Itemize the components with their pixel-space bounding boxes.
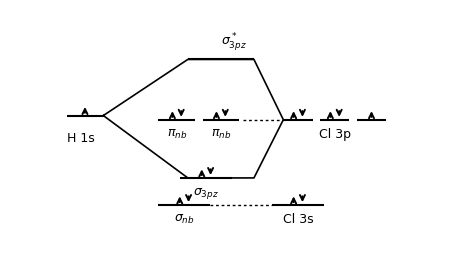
- Text: $\pi_{nb}$: $\pi_{nb}$: [211, 128, 231, 141]
- Text: $\sigma_{3pz}$: $\sigma_{3pz}$: [193, 186, 219, 201]
- Text: H 1s: H 1s: [66, 132, 94, 145]
- Text: $\sigma^*_{3pz}$: $\sigma^*_{3pz}$: [221, 31, 246, 53]
- Text: Cl 3s: Cl 3s: [283, 213, 313, 226]
- Text: Cl 3p: Cl 3p: [319, 128, 351, 141]
- Text: $\pi_{nb}$: $\pi_{nb}$: [167, 128, 187, 141]
- Text: $\sigma_{nb}$: $\sigma_{nb}$: [174, 213, 194, 226]
